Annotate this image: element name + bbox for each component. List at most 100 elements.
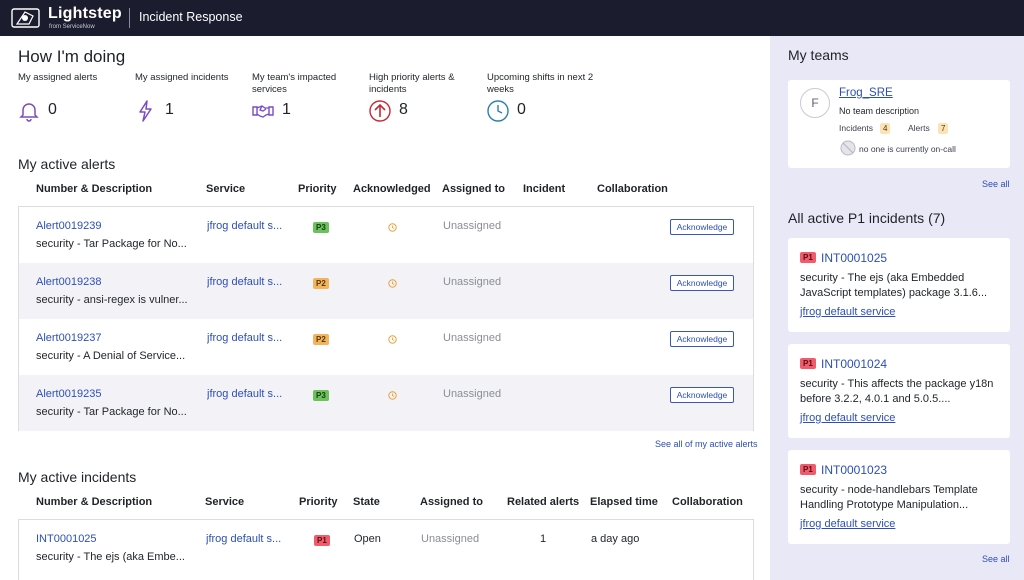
see-all-alerts-link[interactable]: See all of my active alerts [655, 439, 758, 449]
table-row[interactable]: INT0001025 security - The ejs (aka Embe.… [19, 520, 753, 576]
incident-description: security - The ejs (aka Embe... [36, 551, 185, 563]
alert-number-link[interactable]: Alert0019237 [36, 332, 102, 344]
metric-label: Upcoming shifts in next 2 weeks [487, 72, 594, 95]
main-content: How I'm doing My assigned alerts 0 My as… [0, 36, 770, 580]
no-oncall-icon [840, 140, 856, 156]
brand-name[interactable]: Lightstep [48, 5, 122, 22]
incidents-col-elapsed[interactable]: Elapsed time [590, 496, 658, 508]
metric-label: High priority alerts & incidents [369, 72, 455, 95]
see-all-teams-link[interactable]: See all [982, 179, 1010, 189]
assigned-to: Unassigned [443, 220, 502, 232]
table-row[interactable]: Alert0019235 security - Tar Package for … [19, 375, 753, 431]
metric-value: 8 [399, 101, 408, 118]
incidents-col-service[interactable]: Service [205, 496, 245, 508]
p1-incident-number-link[interactable]: INT0001024 [821, 357, 888, 371]
alert-service-link[interactable]: jfrog default s... [207, 388, 283, 400]
alert-description: security - ansi-regex is vulner... [36, 294, 188, 306]
alerts-col-priority[interactable]: Priority [298, 183, 337, 195]
team-card[interactable]: F Frog_SRE No team description Incidents… [788, 80, 1010, 168]
table-row[interactable]: Alert0019237 security - A Denial of Serv… [19, 319, 753, 375]
alerts-col-number[interactable]: Number & Description [36, 183, 153, 195]
priority-badge: P2 [313, 334, 329, 345]
p1-incident-card[interactable]: P1 INT0001025 security - The ejs (aka Em… [788, 238, 1010, 332]
priority-badge: P1 [800, 464, 816, 475]
incidents-col-number[interactable]: Number & Description [36, 496, 153, 508]
p1-incident-service-link[interactable]: jfrog default service [800, 306, 896, 318]
incidents-col-assigned[interactable]: Assigned to [420, 496, 483, 508]
brand-subtitle: from ServiceNow [49, 24, 95, 30]
lightstep-logo-icon[interactable] [11, 6, 41, 30]
p1-incident-card[interactable]: P1 INT0001023 security - node-handlebars… [788, 450, 1010, 544]
my-teams-title: My teams [788, 47, 849, 63]
alerts-col-collaboration[interactable]: Collaboration [597, 183, 668, 195]
priority-badge: P1 [800, 252, 816, 263]
alerts-col-assigned[interactable]: Assigned to [442, 183, 505, 195]
team-incidents-count[interactable]: 4 [880, 123, 891, 134]
metric-value: 0 [48, 101, 57, 118]
team-avatar: F [800, 88, 830, 118]
alerts-col-incident[interactable]: Incident [523, 183, 566, 195]
summary-title: How I'm doing [18, 47, 126, 66]
elapsed-time: a day ago [591, 533, 640, 545]
alert-service-link[interactable]: jfrog default s... [207, 220, 283, 232]
incident-service-link[interactable]: jfrog default s... [206, 533, 282, 545]
p1-incident-number-link[interactable]: INT0001025 [821, 251, 888, 265]
acknowledge-button[interactable]: Acknowledge [670, 275, 734, 291]
alert-service-link[interactable]: jfrog default s... [207, 332, 283, 344]
priority-badge: P2 [313, 278, 329, 289]
p1-incidents-title: All active P1 incidents (7) [788, 210, 946, 226]
table-row[interactable]: Alert0019238 security - ansi-regex is vu… [19, 263, 753, 319]
team-description: No team description [839, 106, 920, 116]
team-name-link[interactable]: Frog_SRE [839, 87, 893, 99]
metric-assigned-incidents[interactable]: My assigned incidents 1 [135, 72, 245, 122]
alert-number-link[interactable]: Alert0019235 [36, 388, 102, 400]
incident-number-link[interactable]: INT0001025 [36, 533, 97, 545]
alert-number-link[interactable]: Alert0019238 [36, 276, 102, 288]
metric-assigned-alerts[interactable]: My assigned alerts 0 [18, 72, 128, 122]
related-alerts-count[interactable]: 1 [540, 533, 547, 545]
metric-upcoming-shifts[interactable]: Upcoming shifts in next 2 weeks 0 [487, 72, 597, 122]
incidents-col-state[interactable]: State [353, 496, 380, 508]
alerts-section-title: My active alerts [18, 156, 116, 172]
metric-impacted-services[interactable]: My team's impacted services 1 [252, 72, 362, 118]
alerts-col-service[interactable]: Service [206, 183, 246, 195]
acknowledge-button[interactable]: Acknowledge [670, 387, 734, 403]
app-title: Incident Response [139, 10, 243, 24]
p1-incident-service-link[interactable]: jfrog default service [800, 518, 896, 530]
metric-label: My assigned incidents [135, 72, 229, 83]
arrow-up-circle-icon [369, 100, 391, 122]
metric-label: My assigned alerts [18, 72, 98, 83]
lightning-icon [139, 100, 152, 122]
metric-high-priority[interactable]: High priority alerts & incidents 8 [369, 72, 479, 122]
alerts-col-acknowledged[interactable]: Acknowledged [353, 183, 431, 195]
priority-badge: P3 [313, 222, 329, 233]
incidents-table: INT0001025 security - The ejs (aka Embe.… [18, 519, 754, 580]
p1-incident-service-link[interactable]: jfrog default service [800, 412, 896, 424]
incident-state: Open [354, 533, 381, 545]
alert-service-link[interactable]: jfrog default s... [207, 276, 283, 288]
p1-incident-number-link[interactable]: INT0001023 [821, 463, 888, 477]
p1-incident-description: security - node-handlebars Template Hand… [800, 484, 978, 511]
p1-incident-card[interactable]: P1 INT0001024 security - This affects th… [788, 344, 1010, 438]
incidents-col-related-alerts[interactable]: Related alerts [507, 496, 580, 508]
incidents-section-title: My active incidents [18, 469, 137, 485]
priority-badge: P1 [314, 535, 330, 546]
handshake-icon [252, 105, 274, 118]
metric-label: My team's impacted services [252, 72, 337, 95]
assigned-to: Unassigned [443, 276, 502, 288]
incidents-col-collaboration[interactable]: Collaboration [672, 496, 743, 508]
acknowledge-button[interactable]: Acknowledge [670, 219, 734, 235]
alert-number-link[interactable]: Alert0019239 [36, 220, 102, 232]
priority-badge: P1 [800, 358, 816, 369]
pending-clock-icon [388, 335, 397, 344]
alert-description: security - A Denial of Service... [36, 350, 186, 362]
acknowledge-button[interactable]: Acknowledge [670, 331, 734, 347]
see-all-p1-link[interactable]: See all [982, 554, 1010, 564]
table-row[interactable]: Alert0019239 security - Tar Package for … [19, 207, 753, 263]
p1-incident-description: security - This affects the package y18n… [800, 378, 994, 405]
top-bar: Lightstep from ServiceNow Incident Respo… [0, 0, 1024, 36]
p1-incident-description: security - The ejs (aka Embedded JavaScr… [800, 272, 988, 299]
incidents-col-priority[interactable]: Priority [299, 496, 338, 508]
clock-icon [487, 100, 509, 122]
team-alerts-count[interactable]: 7 [938, 123, 949, 134]
